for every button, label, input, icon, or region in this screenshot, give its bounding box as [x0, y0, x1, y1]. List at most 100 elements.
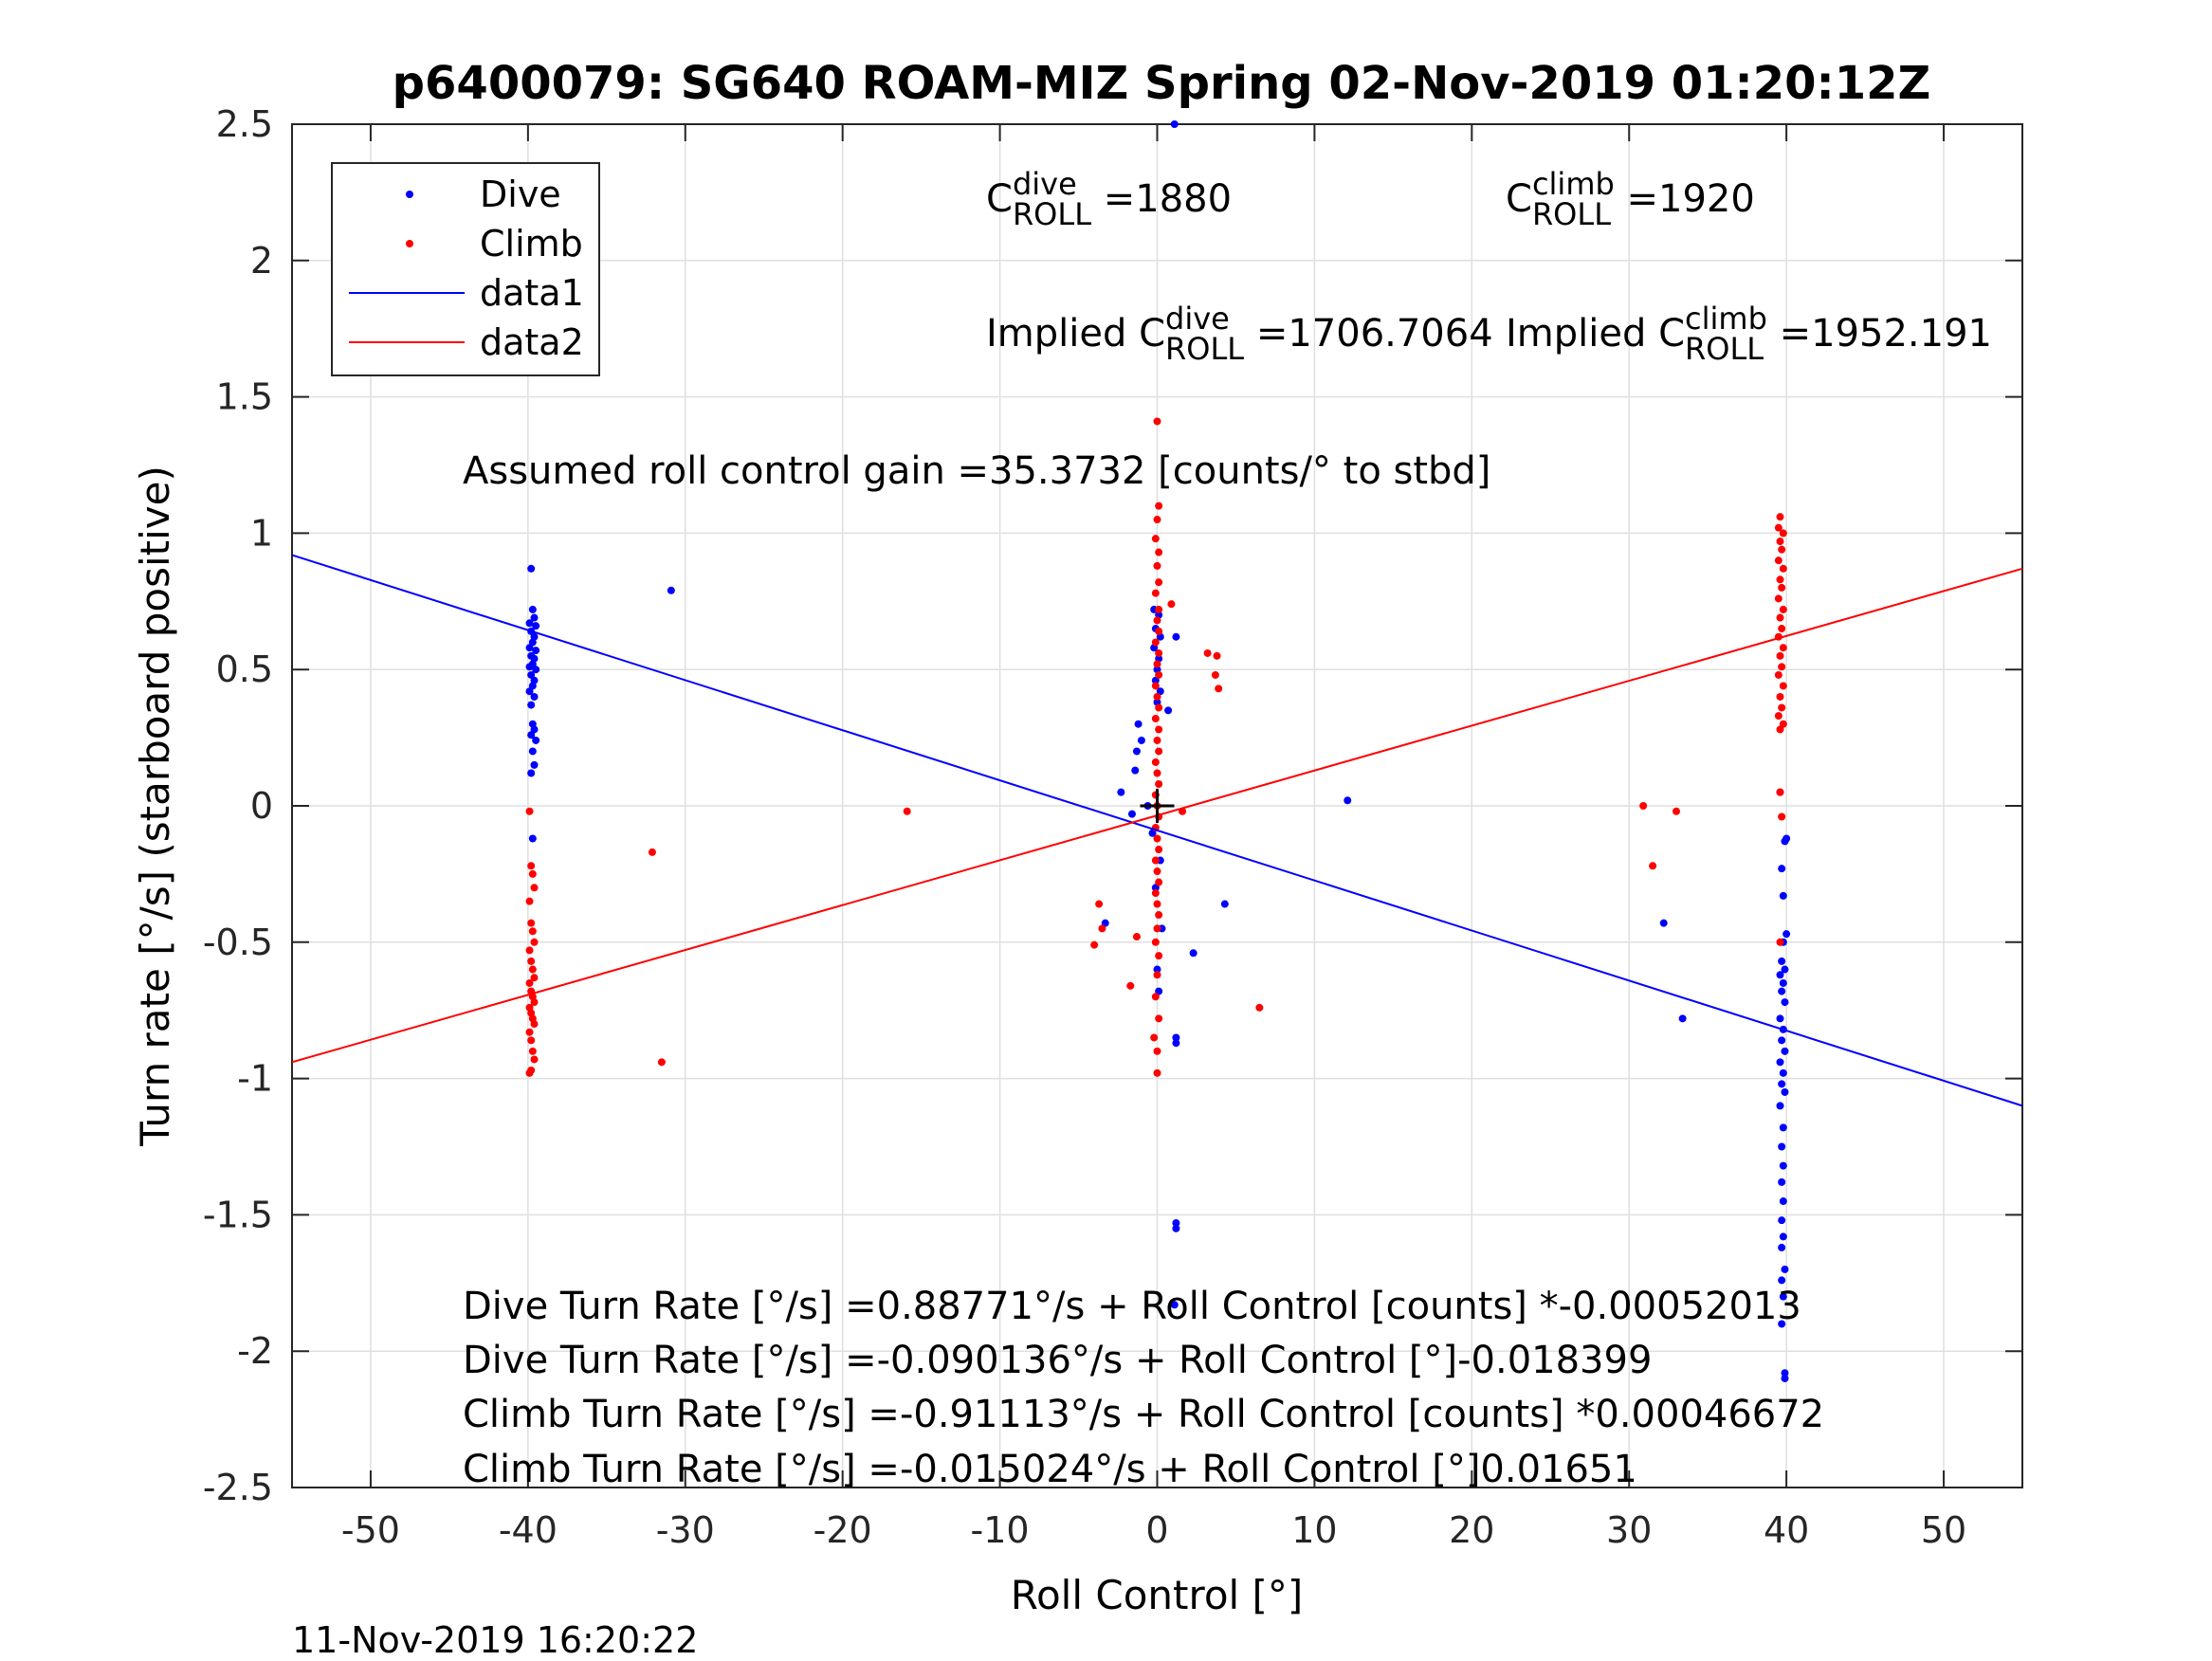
y-tick-label: -0.5: [203, 922, 273, 963]
climb-point: [525, 946, 534, 955]
y-tick-label: 0.5: [216, 648, 273, 690]
climb-point: [530, 998, 539, 1007]
climb-point: [1153, 834, 1161, 843]
climb-point: [1155, 725, 1163, 734]
dive-point: [1778, 1142, 1786, 1151]
climb-point: [1153, 692, 1161, 701]
dive-point: [1134, 720, 1143, 728]
climb-point: [1779, 682, 1787, 690]
climb-point: [1776, 651, 1784, 660]
dive-point: [1782, 930, 1791, 939]
climb-point: [1153, 900, 1161, 908]
climb-point: [1153, 1047, 1161, 1055]
dive-point: [1779, 1292, 1787, 1301]
climb-point: [527, 862, 536, 870]
gain-annotation: Assumed roll control gain =35.3732 [coun…: [463, 449, 1491, 493]
legend-label-climb: Climb: [480, 223, 583, 265]
climb-point: [1776, 613, 1784, 622]
dive-point: [1778, 957, 1786, 965]
fit-line-data1: [291, 554, 2023, 1107]
origin-plus-marker: [1140, 789, 1175, 823]
dive-point: [1127, 810, 1136, 818]
climb-point: [1155, 952, 1163, 960]
dive-point: [527, 769, 536, 777]
climb-point: [530, 1020, 539, 1029]
x-tick-label: -50: [341, 1509, 400, 1551]
dive-point: [528, 605, 537, 613]
y-tick-label: 1: [250, 512, 273, 554]
climb-point: [1153, 867, 1161, 876]
dive-point: [525, 644, 534, 652]
climb-point: [1776, 725, 1784, 734]
climb-point: [528, 965, 537, 974]
climb-point: [1215, 684, 1223, 693]
dive-point: [528, 747, 537, 756]
dive-point: [1779, 1068, 1787, 1077]
dive-point: [1779, 978, 1787, 987]
dive-point: [1778, 1243, 1786, 1251]
dive-point: [1164, 706, 1173, 715]
dive-point: [1172, 1033, 1180, 1042]
climb-point: [1779, 564, 1787, 573]
climb-point: [657, 1058, 666, 1067]
climb-point: [527, 919, 536, 927]
climb-point: [1203, 648, 1212, 657]
climb-point: [1153, 516, 1161, 524]
climb-point: [1155, 670, 1163, 679]
dive-point: [530, 692, 539, 701]
axes: -50 -40 -30 -20 -10 0 10 20 30 40 50-2.5-2-1.5-1-0…: [203, 103, 2023, 1551]
x-tick-label: -10: [971, 1509, 1030, 1551]
y-tick-label: 2.5: [216, 103, 273, 145]
dive-point: [1172, 1039, 1180, 1048]
climb-point: [1153, 769, 1161, 777]
climb-point: [1151, 993, 1160, 1001]
climb-point: [1649, 862, 1657, 870]
dive-point: [1131, 766, 1140, 775]
dive-point: [1779, 1123, 1787, 1132]
dive-point: [1778, 1177, 1786, 1186]
climb-point: [525, 807, 534, 815]
y-tick-label: -1.5: [203, 1194, 273, 1235]
climb-point: [1151, 638, 1160, 647]
climb-point: [525, 1028, 534, 1036]
timestamp: 11-Nov-2019 16:20:22: [292, 1619, 699, 1661]
climb-point: [1155, 648, 1163, 657]
dive-point: [1172, 1224, 1180, 1232]
y-axis-label: Turn rate [°/s] (starboard positive): [132, 465, 178, 1147]
legend: Dive Climb data1 data2: [331, 162, 600, 376]
legend-label-dive: Dive: [480, 173, 561, 215]
climb-point: [1153, 616, 1161, 625]
climb-point: [1213, 651, 1221, 660]
dive-point: [1781, 998, 1789, 1007]
dive-point: [525, 687, 534, 696]
climb-point: [1778, 545, 1786, 554]
climb-point: [1779, 605, 1787, 613]
fit-line-climb-counts: Climb Turn Rate [°/s] =-0.91113°/s + Rol…: [463, 1393, 1825, 1436]
dive-point: [527, 701, 536, 709]
dive-point: [1781, 1047, 1789, 1055]
legend-label-data2: data2: [480, 321, 584, 363]
legend-box: [331, 162, 600, 376]
climb-point: [1155, 911, 1163, 920]
x-tick-label: -40: [499, 1509, 558, 1551]
climb-point: [1155, 846, 1163, 854]
dive-point: [525, 619, 534, 628]
dive-point: [1781, 837, 1789, 846]
dive-point: [1776, 1058, 1784, 1067]
climb-point: [1155, 1014, 1163, 1023]
x-tick-label: -20: [814, 1509, 872, 1551]
climb-point: [1776, 513, 1784, 521]
dive-point: [1137, 736, 1145, 744]
climb-point: [1150, 1033, 1159, 1042]
climb-point: [1126, 981, 1135, 990]
legend-marker-climb: [406, 240, 413, 247]
dive-point: [1659, 919, 1668, 927]
legend-label-data1: data1: [480, 272, 584, 314]
dive-point: [1153, 965, 1161, 974]
dive-point: [1778, 1216, 1786, 1225]
climb-point: [1774, 712, 1782, 721]
climb-point: [1098, 924, 1106, 933]
dive-point: [1132, 747, 1141, 756]
